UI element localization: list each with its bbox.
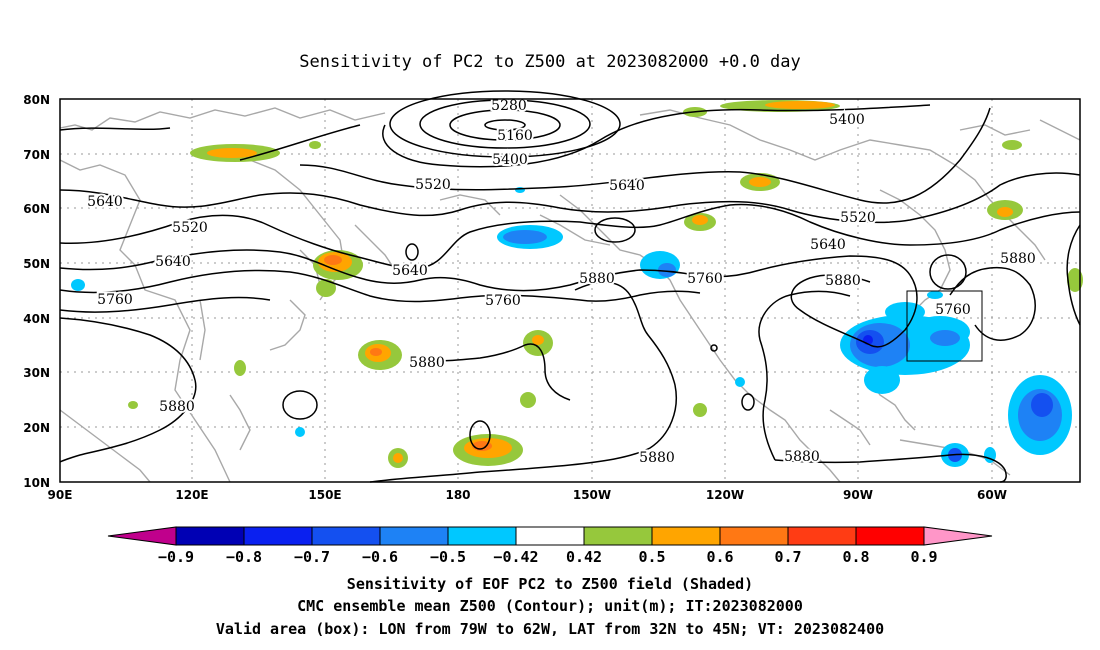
longitude-labels: 90E 120E 150E 180 150W 120W 90W 60W (48, 488, 1007, 502)
sensitivity-shading (71, 100, 1083, 468)
contour-label: 5640 (609, 178, 645, 194)
contour-label: 5880 (639, 450, 675, 466)
lon-label: 180 (445, 488, 470, 502)
colorbar-label: −0.7 (294, 548, 330, 566)
lon-label: 60W (977, 488, 1007, 502)
colorbar-swatch (447, 526, 517, 546)
colorbar-swatch (379, 526, 449, 546)
colorbar-label: −0.8 (226, 548, 262, 566)
colorbar-swatch (515, 526, 585, 546)
colorbar-label: 0.8 (842, 548, 869, 566)
contour-label: 5760 (935, 302, 971, 318)
colorbar-label: 0.7 (774, 548, 801, 566)
contour-label: 5880 (409, 355, 445, 371)
colorbar-max-arrow (923, 526, 993, 546)
lon-label: 150E (308, 488, 341, 502)
contour-label: 5760 (485, 293, 521, 309)
lat-label: 40N (23, 312, 50, 326)
colorbar-label: 0.6 (706, 548, 733, 566)
negative-sensitivity (71, 187, 1072, 467)
lat-label: 70N (23, 148, 50, 162)
colorbar-label: 0.5 (638, 548, 665, 566)
lon-label: 120W (706, 488, 744, 502)
colorbar-label: 0.42 (566, 548, 602, 566)
lat-label: 30N (23, 366, 50, 380)
colorbar-swatch (175, 526, 245, 546)
map-panel: 5280 5160 5400 5520 5640 5400 5640 5520 … (59, 90, 1083, 483)
contour-label: 5280 (491, 98, 527, 114)
colorbar-swatch (311, 526, 381, 546)
contour-label: 5640 (392, 263, 428, 279)
colorbar-swatch (243, 526, 313, 546)
contour-label: 5880 (159, 399, 195, 415)
contour-label: 5520 (840, 210, 876, 226)
lat-label: 60N (23, 202, 50, 216)
colorbar-swatch (855, 526, 925, 546)
colorbar-label: −0.5 (430, 548, 466, 566)
contour-label: 5640 (87, 194, 123, 210)
caption-line: Valid area (box): LON from 79W to 62W, L… (216, 620, 884, 638)
colorbar-label: −0.42 (493, 548, 538, 566)
lon-label: 90E (48, 488, 73, 502)
contour-label: 5760 (687, 271, 723, 287)
map-frame (59, 98, 1081, 483)
colorbar: −0.9 −0.8 −0.7 −0.6 −0.5 −0.42 0.42 0.5 0.6 0.7 0.… (107, 526, 993, 566)
colorbar-label: 0.9 (910, 548, 937, 566)
colorbar-min-arrow (107, 526, 177, 546)
colorbar-swatch (787, 526, 857, 546)
contour-label: 5640 (155, 254, 191, 270)
positive-sensitivity (128, 100, 1083, 468)
valid-area-box (906, 290, 983, 362)
lon-label: 150W (573, 488, 611, 502)
colorbar-label: −0.6 (362, 548, 398, 566)
colorbar-swatch (719, 526, 789, 546)
contour-label: 5880 (825, 273, 861, 289)
captions: Sensitivity of EOF PC2 to Z500 field (Sh… (216, 575, 884, 638)
contour-label: 5400 (829, 112, 865, 128)
lat-label: 20N (23, 421, 50, 435)
latitude-labels: 80N 70N 60N 50N 40N 30N 20N 10N (23, 93, 50, 490)
contour-label: 5400 (492, 152, 528, 168)
caption-line: CMC ensemble mean Z500 (Contour); unit(m… (297, 597, 803, 615)
caption-line: Sensitivity of EOF PC2 to Z500 field (Sh… (347, 575, 753, 593)
contour-label: 5880 (579, 271, 615, 287)
contour-label: 5160 (497, 128, 533, 144)
contour-label: 5760 (97, 292, 133, 308)
contour-labels: 5280 5160 5400 5520 5640 5400 5640 5520 … (85, 96, 1038, 468)
lat-label: 10N (23, 476, 50, 490)
colorbar-label: −0.9 (158, 548, 194, 566)
lat-label: 50N (23, 257, 50, 271)
colorbar-swatch (583, 526, 653, 546)
z500-contours (59, 90, 1081, 483)
lon-label: 90W (843, 488, 873, 502)
contour-label: 5520 (172, 220, 208, 236)
contour-label: 5640 (810, 237, 846, 253)
colorbar-swatch (651, 526, 721, 546)
figure-title: Sensitivity of PC2 to Z500 at 2023082000… (299, 52, 801, 72)
contour-label: 5880 (784, 449, 820, 465)
lon-label: 120E (175, 488, 208, 502)
contour-label: 5880 (1000, 251, 1036, 267)
contour-label: 5520 (415, 177, 451, 193)
lat-label: 80N (23, 93, 50, 107)
